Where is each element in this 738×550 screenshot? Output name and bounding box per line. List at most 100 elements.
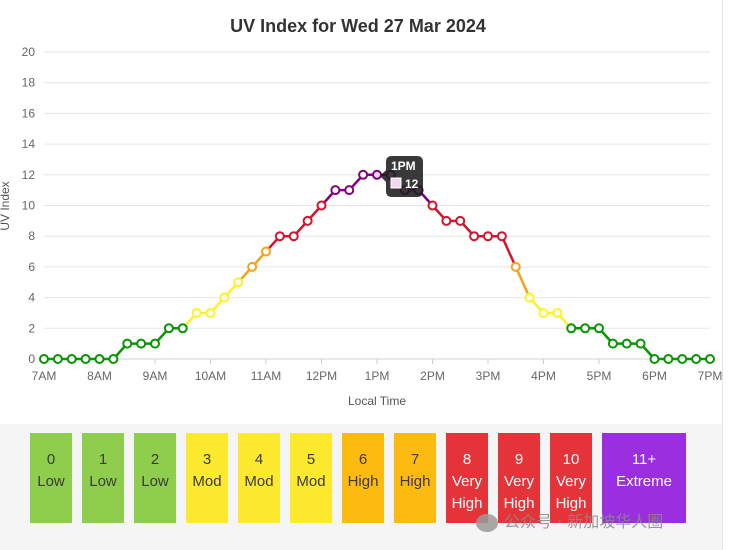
x-tick-label: 1PM <box>365 369 390 383</box>
uv-level-value: 6 <box>358 451 368 468</box>
data-point <box>441 215 452 226</box>
y-axis-label: UV Index <box>0 181 12 230</box>
chart-title: UV Index for Wed 27 Mar 2024 <box>230 16 486 36</box>
data-point <box>621 338 632 349</box>
uv-level-value: 8 <box>462 451 472 468</box>
data-point <box>219 292 230 303</box>
uv-level-box: 7 High <box>394 433 436 523</box>
uv-level-box: 10 Very High <box>550 433 592 523</box>
uv-level-label: High <box>555 495 587 512</box>
uv-level-value: 5 <box>306 451 316 468</box>
x-tick-label: 7AM <box>32 369 57 383</box>
data-point <box>274 231 285 242</box>
data-point <box>66 354 77 364</box>
uv-level-value: 1 <box>98 451 108 468</box>
y-tick-label: 8 <box>28 229 35 243</box>
data-point <box>677 354 688 364</box>
y-tick-label: 20 <box>22 45 36 59</box>
y-tick-label: 4 <box>28 291 35 305</box>
data-point <box>455 215 466 226</box>
tooltip: 1PM 12 <box>380 156 423 197</box>
uv-level-value: 4 <box>254 451 264 468</box>
uv-level-label: Low <box>37 473 65 490</box>
line-segment <box>514 265 531 299</box>
uv-level-label: Low <box>141 473 169 490</box>
data-point <box>52 354 63 364</box>
uv-level-box: 3 Mod <box>186 433 228 523</box>
tooltip-value: 12 <box>405 177 419 191</box>
data-point <box>344 185 355 196</box>
uv-chart: UV Index for Wed 27 Mar 2024 0 2 4 6 8 10 12 14… <box>0 16 722 408</box>
y-axis-ticks: 0 2 4 6 8 10 12 14 16 18 20 <box>22 45 36 366</box>
y-tick-label: 2 <box>28 321 35 335</box>
data-point <box>580 323 591 334</box>
tooltip-swatch <box>390 177 402 189</box>
data-point <box>136 338 147 349</box>
uv-level-label: High <box>347 473 379 490</box>
data-point <box>691 354 702 364</box>
uv-level-box: 5 Mod <box>290 433 332 523</box>
data-point <box>524 292 535 303</box>
wechat-icon <box>476 513 498 532</box>
uv-level-value: 7 <box>410 451 420 468</box>
data-point <box>552 307 563 318</box>
data-point <box>94 354 105 364</box>
data-point <box>191 307 202 318</box>
data-point <box>594 323 604 334</box>
y-tick-label: 16 <box>22 106 36 120</box>
watermark: 公众号 · 新加坡华人圈 <box>476 508 716 532</box>
uv-level-label: Mod <box>244 473 274 490</box>
uv-level-value: 3 <box>202 451 212 468</box>
right-border <box>722 0 723 550</box>
uv-level-value: 2 <box>150 451 160 468</box>
uv-level-label: Extreme <box>616 473 672 490</box>
data-point <box>510 261 521 272</box>
data-point <box>607 338 618 349</box>
x-tick-label: 4PM <box>531 369 556 383</box>
data-point <box>427 200 438 211</box>
x-tick-label: 3PM <box>476 369 501 383</box>
data-point <box>330 185 341 196</box>
uv-level-label: High <box>451 495 483 512</box>
x-tick-label: 11AM <box>251 369 281 383</box>
uv-level-value: 9 <box>514 451 524 468</box>
tooltip-title: 1PM <box>391 159 416 173</box>
y-tick-label: 12 <box>22 168 36 182</box>
uv-level-label: Very <box>451 473 482 490</box>
data-point <box>163 323 174 334</box>
y-tick-label: 18 <box>22 76 36 90</box>
uv-level-label: Very <box>555 473 586 490</box>
x-tick-label: 10AM <box>195 369 226 383</box>
y-tick-label: 14 <box>22 137 36 151</box>
data-point <box>469 231 480 242</box>
x-tick-label: 6PM <box>642 369 667 383</box>
line-segment <box>500 234 517 269</box>
uv-level-label: Mod <box>296 473 326 490</box>
data-point <box>247 261 258 272</box>
data-point <box>108 354 119 364</box>
watermark-text: 公众号 · 新加坡华人圈 <box>504 512 664 531</box>
data-point <box>316 200 327 211</box>
uv-level-box: 6 High <box>342 433 384 523</box>
data-point <box>39 354 49 364</box>
data-point <box>288 231 299 242</box>
y-tick-label: 10 <box>22 199 36 213</box>
uv-level-label: Low <box>89 473 117 490</box>
data-point <box>122 338 133 349</box>
data-point <box>705 354 715 364</box>
x-tick-label: 2PM <box>420 369 445 383</box>
uv-level-label: High <box>399 473 431 490</box>
data-point <box>566 323 577 334</box>
x-tick-label: 7PM <box>698 369 722 383</box>
data-point <box>205 307 216 318</box>
uv-level-box: 9 Very High <box>498 433 540 523</box>
x-tick-label: 8AM <box>87 369 112 383</box>
data-point <box>80 354 91 364</box>
uv-level-label: High <box>503 495 535 512</box>
data-point <box>177 323 188 334</box>
data-point <box>372 169 382 180</box>
data-point <box>663 354 674 364</box>
data-point <box>302 215 313 226</box>
data-point <box>649 354 660 364</box>
x-tick-label: 9AM <box>143 369 168 383</box>
